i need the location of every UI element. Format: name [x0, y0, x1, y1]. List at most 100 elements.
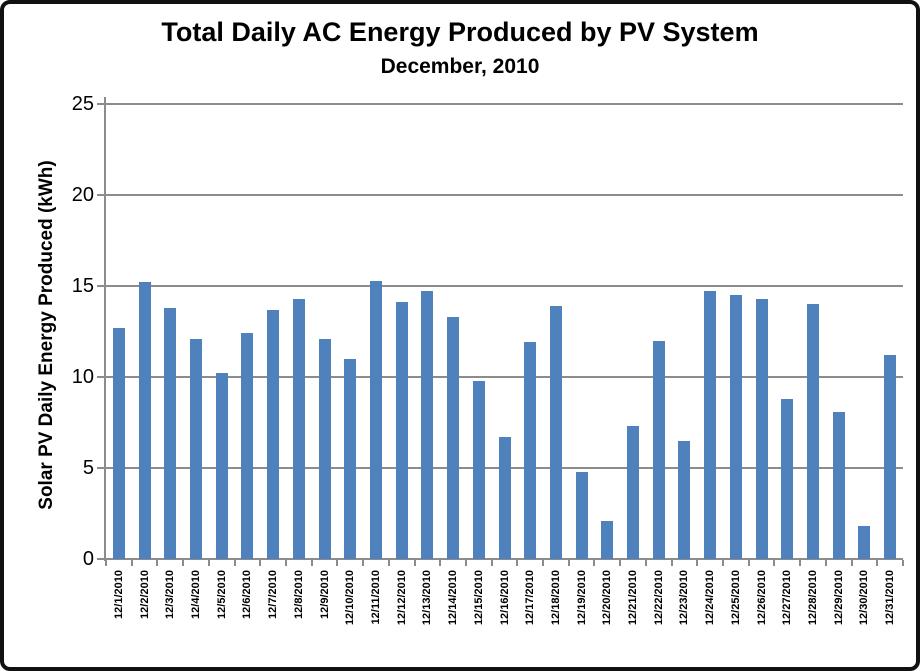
- y-axis-title: Solar PV Daily Energy Produced (kWh): [36, 160, 57, 510]
- x-tick-mark: [696, 560, 699, 566]
- bar: [678, 440, 691, 559]
- x-tick-mark: [670, 560, 673, 566]
- bar: [524, 342, 537, 559]
- x-tick-mark: [773, 560, 776, 566]
- gridline: [106, 376, 903, 378]
- x-tick-label: 12/11/2010: [369, 570, 382, 625]
- x-tick-mark: [413, 560, 416, 566]
- x-tick-mark: [722, 560, 725, 566]
- x-tick-label: 12/31/2010: [884, 570, 897, 626]
- x-tick-label: 12/19/2010: [575, 570, 588, 626]
- x-tick-label: 12/4/2010: [189, 570, 202, 619]
- x-tick-mark: [593, 560, 596, 566]
- x-tick-label: 12/24/2010: [704, 570, 717, 626]
- x-tick-mark: [362, 560, 365, 566]
- x-tick-mark: [284, 560, 287, 566]
- x-tick-label: 12/8/2010: [292, 570, 305, 619]
- bar: [807, 304, 820, 559]
- y-tick-mark: [97, 376, 106, 378]
- bar: [395, 302, 408, 559]
- x-tick-label: 12/22/2010: [652, 570, 665, 626]
- x-tick-label: 12/23/2010: [678, 570, 691, 626]
- x-tick-mark: [207, 560, 210, 566]
- x-tick-mark: [876, 560, 879, 566]
- bar: [138, 282, 151, 559]
- x-tick-label: 12/5/2010: [215, 570, 228, 619]
- x-tick-label: 12/18/2010: [549, 570, 562, 626]
- y-tick-mark: [97, 194, 106, 196]
- bar: [241, 333, 254, 559]
- y-tick-label: 5: [82, 457, 94, 479]
- bar: [215, 373, 228, 559]
- x-tick-label: 12/21/2010: [627, 570, 640, 626]
- bar: [575, 471, 588, 559]
- x-tick-label: 12/7/2010: [267, 570, 280, 619]
- bar: [755, 298, 768, 559]
- x-tick-label: 12/30/2010: [858, 570, 871, 626]
- y-tick-label: 0: [82, 548, 94, 570]
- x-tick-label: 12/14/2010: [447, 570, 460, 626]
- bar: [292, 298, 305, 559]
- x-axis-line: [104, 558, 903, 560]
- y-tick-label: 25: [71, 93, 94, 115]
- x-tick-mark: [567, 560, 570, 566]
- bar: [112, 327, 125, 559]
- bar: [549, 306, 562, 559]
- bar: [369, 280, 382, 559]
- x-tick-label: 12/17/2010: [524, 570, 537, 626]
- x-tick-label: 12/9/2010: [318, 570, 331, 619]
- x-tick-mark: [130, 560, 133, 566]
- bar: [832, 411, 845, 559]
- chart-title: Total Daily AC Energy Produced by PV Sys…: [161, 17, 759, 47]
- x-tick-label: 12/6/2010: [241, 570, 254, 619]
- x-tick-mark: [799, 560, 802, 566]
- chart-subtitle: December, 2010: [380, 55, 540, 78]
- x-tick-mark: [850, 560, 853, 566]
- x-tick-label: 12/3/2010: [164, 570, 177, 619]
- x-tick-mark: [439, 560, 442, 566]
- x-tick-label: 12/13/2010: [421, 570, 434, 626]
- bar: [267, 309, 280, 559]
- x-tick-label: 12/20/2010: [601, 570, 614, 626]
- y-tick-label: 15: [71, 275, 94, 297]
- bar: [627, 426, 640, 559]
- x-tick-label: 12/10/2010: [344, 570, 357, 626]
- y-tick-mark: [97, 467, 106, 469]
- x-tick-mark: [490, 560, 493, 566]
- bar: [884, 355, 897, 559]
- y-tick-mark: [97, 103, 106, 105]
- y-axis-line: [104, 97, 106, 561]
- bar: [318, 338, 331, 559]
- x-tick-mark: [182, 560, 185, 566]
- y-tick-label: 20: [71, 184, 94, 206]
- x-tick-label: 12/2/2010: [138, 570, 151, 619]
- x-tick-label: 12/1/2010: [112, 570, 125, 619]
- x-tick-mark: [542, 560, 545, 566]
- y-tick-mark: [97, 558, 106, 560]
- x-tick-label: 12/27/2010: [781, 570, 794, 626]
- x-tick-mark: [336, 560, 339, 566]
- bar: [189, 338, 202, 559]
- x-tick-label: 12/12/2010: [395, 570, 408, 626]
- bar: [421, 291, 434, 559]
- x-tick-mark: [310, 560, 313, 566]
- x-tick-mark: [644, 560, 647, 566]
- x-tick-mark: [516, 560, 519, 566]
- gridline: [106, 103, 903, 105]
- x-tick-mark: [824, 560, 827, 566]
- x-tick-mark: [464, 560, 467, 566]
- x-tick-label: 12/16/2010: [498, 570, 511, 626]
- x-tick-mark: [619, 560, 622, 566]
- y-tick-label: 10: [71, 366, 94, 388]
- bar: [447, 316, 460, 559]
- x-tick-mark: [156, 560, 159, 566]
- gridline: [106, 194, 903, 196]
- bar: [601, 520, 614, 559]
- bar: [498, 437, 511, 559]
- x-tick-mark: [747, 560, 750, 566]
- x-tick-mark: [902, 560, 904, 566]
- x-tick-label: 12/28/2010: [807, 570, 820, 626]
- x-tick-label: 12/25/2010: [729, 570, 742, 626]
- bar: [652, 340, 665, 559]
